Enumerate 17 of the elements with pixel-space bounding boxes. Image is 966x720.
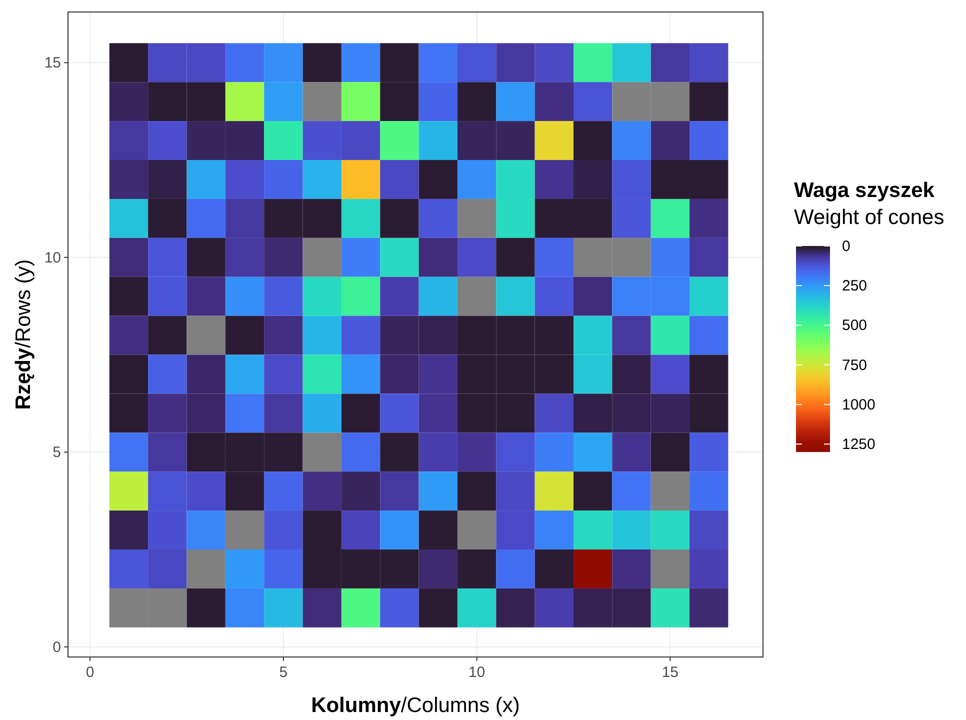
y-tick-label: 10	[44, 249, 61, 266]
color-bar-label: 750	[842, 356, 868, 374]
color-bar-label: 1000	[842, 396, 876, 414]
color-bar-label: 250	[842, 278, 868, 295]
color-bar-label: 0	[842, 238, 850, 255]
x-axis-title: Kolumny/Columns (x)	[311, 694, 520, 717]
y-axis-title: Rzędy/Rows (y)	[12, 259, 35, 410]
x-tick-label: 0	[86, 664, 94, 681]
x-tick-label: 5	[279, 664, 288, 681]
x-tick-label: 10	[468, 664, 486, 681]
color-bar-label: 500	[842, 317, 868, 334]
x-tick-label: 15	[662, 664, 679, 681]
y-tick-label: 15	[44, 54, 61, 72]
color-bar-label: 1250	[842, 436, 876, 454]
y-tick-label: 5	[52, 444, 61, 462]
color-bar-title: Waga szyszek Weight of cones	[794, 179, 944, 229]
y-tick-label: 0	[52, 638, 61, 656]
